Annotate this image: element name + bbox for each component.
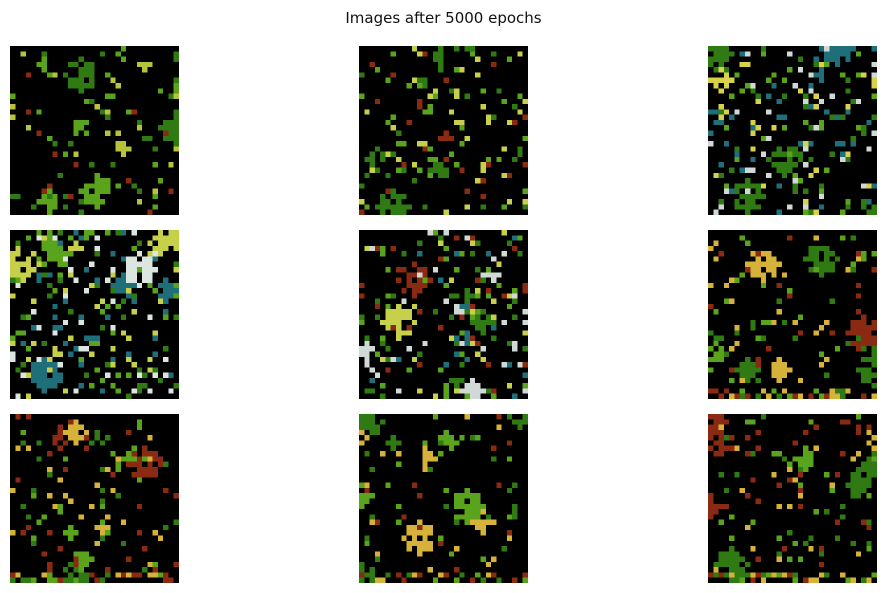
generated-image-1: [10, 46, 179, 215]
generated-image-7: [10, 414, 179, 583]
image-grid: [10, 46, 878, 583]
generated-image-5: [359, 230, 528, 399]
generated-image-2: [359, 46, 528, 215]
generated-image-9: [708, 414, 877, 583]
generated-image-8: [359, 414, 528, 583]
generated-image-6: [708, 230, 877, 399]
generated-image-3: [708, 46, 877, 215]
figure-title: Images after 5000 epochs: [345, 9, 542, 27]
generated-image-4: [10, 230, 179, 399]
